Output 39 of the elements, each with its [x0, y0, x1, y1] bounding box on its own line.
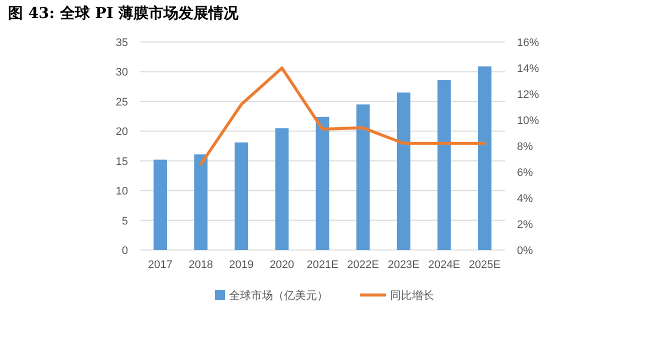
bar: [275, 128, 289, 250]
y2-tick-label: 4%: [517, 193, 534, 205]
y2-tick-label: 2%: [517, 219, 534, 231]
x-tick-label: 2019: [229, 259, 254, 271]
bar: [316, 116, 330, 250]
legend-label: 全球市场（亿美元）: [229, 289, 328, 302]
y2-tick-label: 0%: [517, 245, 534, 257]
x-tick-label: 2021E: [306, 259, 338, 271]
y-tick-label: 0: [122, 245, 128, 257]
bar: [356, 104, 370, 250]
y2-tick-label: 8%: [517, 141, 534, 153]
chart-title: 图 43: 全球 PI 薄膜市场发展情况: [8, 4, 240, 22]
y2-tick-label: 10%: [517, 115, 540, 127]
x-tick-label: 2024E: [428, 259, 460, 271]
x-tick-label: 2025E: [468, 259, 501, 271]
bar: [194, 154, 208, 250]
line-series: [199, 66, 486, 166]
bar: [234, 142, 248, 250]
x-tick-label: 2022E: [347, 259, 379, 271]
y-tick-label: 30: [116, 66, 128, 79]
y-tick-label: 10: [116, 186, 128, 198]
bar: [437, 80, 451, 250]
x-tick-label: 2017: [148, 259, 173, 271]
y-tick-label: 25: [116, 96, 128, 108]
x-tick-label: 2018: [188, 259, 214, 271]
y-tick-label: 35: [116, 37, 128, 49]
y2-tick-label: 6%: [517, 167, 534, 179]
y2-tick-label: 16%: [517, 37, 540, 49]
x-tick-label: 2023E: [388, 259, 420, 271]
y2-tick-label: 12%: [517, 89, 540, 101]
bar: [154, 160, 167, 250]
y-tick-label: 15: [116, 156, 128, 168]
x-tick-label: 2020: [270, 259, 294, 271]
y-tick-label: 20: [116, 126, 128, 138]
y-tick-label: 5: [122, 215, 128, 228]
bar: [478, 66, 492, 250]
bar: [396, 92, 410, 250]
legend-label: 同比增长: [390, 289, 434, 302]
y2-tick-label: 14%: [517, 63, 540, 75]
